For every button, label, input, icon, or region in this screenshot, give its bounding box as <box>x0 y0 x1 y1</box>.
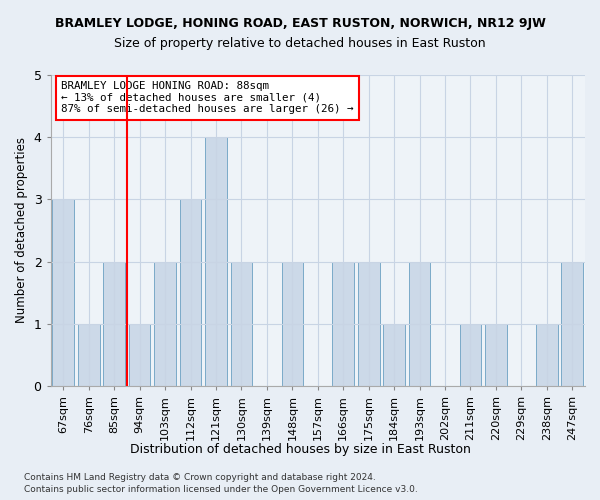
Bar <box>332 262 354 386</box>
Bar <box>180 200 202 386</box>
Bar <box>103 262 125 386</box>
Bar <box>485 324 507 386</box>
Text: Contains HM Land Registry data © Crown copyright and database right 2024.: Contains HM Land Registry data © Crown c… <box>24 472 376 482</box>
Text: BRAMLEY LODGE, HONING ROAD, EAST RUSTON, NORWICH, NR12 9JW: BRAMLEY LODGE, HONING ROAD, EAST RUSTON,… <box>55 18 545 30</box>
Bar <box>52 200 74 386</box>
Text: Size of property relative to detached houses in East Ruston: Size of property relative to detached ho… <box>114 38 486 51</box>
Bar <box>562 262 583 386</box>
Bar <box>154 262 176 386</box>
Text: Contains public sector information licensed under the Open Government Licence v3: Contains public sector information licen… <box>24 485 418 494</box>
Bar <box>383 324 405 386</box>
Bar <box>460 324 481 386</box>
Bar <box>129 324 151 386</box>
Text: Distribution of detached houses by size in East Ruston: Distribution of detached houses by size … <box>130 442 470 456</box>
Y-axis label: Number of detached properties: Number of detached properties <box>15 138 28 324</box>
Bar <box>78 324 100 386</box>
Bar <box>205 137 227 386</box>
Bar <box>230 262 252 386</box>
Bar <box>536 324 557 386</box>
Text: BRAMLEY LODGE HONING ROAD: 88sqm
← 13% of detached houses are smaller (4)
87% of: BRAMLEY LODGE HONING ROAD: 88sqm ← 13% o… <box>61 81 354 114</box>
Bar <box>409 262 430 386</box>
Bar <box>358 262 380 386</box>
Bar <box>281 262 303 386</box>
